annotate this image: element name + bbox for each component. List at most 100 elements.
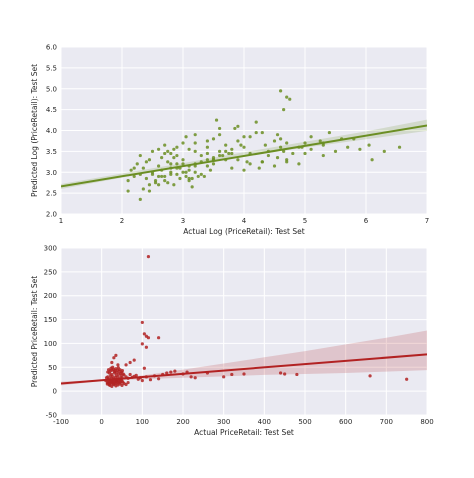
- x-tick-label: 4: [242, 217, 247, 225]
- data-point: [138, 197, 142, 201]
- data-point: [172, 183, 176, 187]
- y-tick-label: 0: [53, 388, 57, 396]
- data-point: [199, 153, 203, 158]
- data-point: [163, 151, 167, 156]
- x-tick-label: 5: [303, 217, 307, 225]
- data-point: [236, 124, 240, 128]
- data-point: [169, 151, 173, 156]
- y-axis-label: Predicted Log (PriceRetail): Test Set: [30, 64, 39, 197]
- x-tick-label: 7: [425, 217, 429, 225]
- x-tick-label: 6: [364, 217, 369, 225]
- data-point: [146, 336, 151, 340]
- data-point: [221, 153, 225, 158]
- data-point: [279, 137, 283, 141]
- y-tick-label: 3.5: [46, 148, 57, 156]
- data-point: [257, 166, 261, 170]
- data-point: [222, 375, 226, 379]
- data-point: [242, 135, 246, 139]
- data-point: [303, 141, 307, 145]
- data-point: [218, 153, 222, 158]
- regression-line: [61, 124, 427, 188]
- data-point: [236, 158, 240, 162]
- data-point: [120, 383, 124, 388]
- x-tick-label: 100: [136, 418, 149, 426]
- data-point: [224, 143, 228, 147]
- data-point: [205, 158, 209, 162]
- data-point: [283, 372, 287, 376]
- data-point: [187, 179, 191, 183]
- data-point: [193, 141, 197, 145]
- y-tick-label: 100: [44, 340, 57, 348]
- data-point: [163, 174, 167, 179]
- x-tick-label: 600: [339, 418, 352, 426]
- x-tick-label: 200: [176, 418, 189, 426]
- data-point: [187, 168, 191, 172]
- data-point: [150, 172, 155, 176]
- data-point: [144, 160, 148, 164]
- data-point: [218, 126, 222, 131]
- data-point: [181, 158, 185, 162]
- data-point: [157, 174, 161, 179]
- y-tick-label: 4.5: [46, 106, 57, 114]
- data-point: [175, 162, 179, 166]
- data-point: [248, 162, 252, 166]
- data-point: [140, 379, 144, 383]
- data-point: [120, 369, 125, 373]
- data-point: [160, 174, 164, 179]
- plot-area: [61, 89, 427, 201]
- data-point: [190, 176, 194, 181]
- data-point: [169, 162, 173, 166]
- data-point: [285, 95, 289, 99]
- data-point: [110, 360, 114, 365]
- x-tick-label: 800: [420, 418, 433, 426]
- x-tick-label: 1: [59, 217, 63, 225]
- data-point: [205, 139, 209, 143]
- data-point: [282, 108, 286, 112]
- data-point: [208, 168, 213, 172]
- data-point: [288, 97, 292, 101]
- regression-line: [61, 353, 427, 385]
- data-point: [110, 372, 114, 377]
- y-tick-label: 5.5: [46, 64, 57, 72]
- y-tick-label: 300: [44, 245, 57, 253]
- data-point: [193, 149, 197, 153]
- data-point: [132, 174, 136, 179]
- data-point: [126, 179, 130, 183]
- data-point: [254, 130, 258, 135]
- data-point: [116, 375, 120, 379]
- data-point: [218, 149, 222, 153]
- data-point: [193, 170, 197, 174]
- data-point: [157, 164, 161, 168]
- data-point: [112, 356, 116, 360]
- data-point: [272, 164, 277, 168]
- data-point: [157, 336, 161, 340]
- x-tick-label: 700: [380, 418, 393, 426]
- data-point: [370, 158, 374, 162]
- data-point: [193, 133, 197, 137]
- data-point: [196, 174, 200, 179]
- data-point: [227, 151, 231, 156]
- data-point: [175, 153, 179, 158]
- y-tick-label: -50: [46, 412, 57, 420]
- data-point: [166, 149, 170, 153]
- x-tick-label: 0: [99, 418, 103, 426]
- data-point: [138, 153, 142, 158]
- y-tick-label: 250: [44, 268, 57, 276]
- data-point: [382, 149, 386, 153]
- data-point: [110, 384, 114, 388]
- data-point: [242, 168, 246, 172]
- data-point: [114, 353, 118, 357]
- data-point: [172, 147, 176, 151]
- x-tick-label: 300: [217, 418, 230, 426]
- data-point: [190, 185, 194, 189]
- y-tick-label: 200: [44, 292, 57, 300]
- data-point: [405, 377, 409, 381]
- data-point: [295, 372, 299, 377]
- data-point: [248, 135, 252, 139]
- data-point: [135, 162, 139, 166]
- data-point: [205, 145, 209, 149]
- data-point: [128, 372, 132, 377]
- data-point: [202, 174, 206, 179]
- data-point: [140, 342, 144, 346]
- data-point: [309, 147, 313, 151]
